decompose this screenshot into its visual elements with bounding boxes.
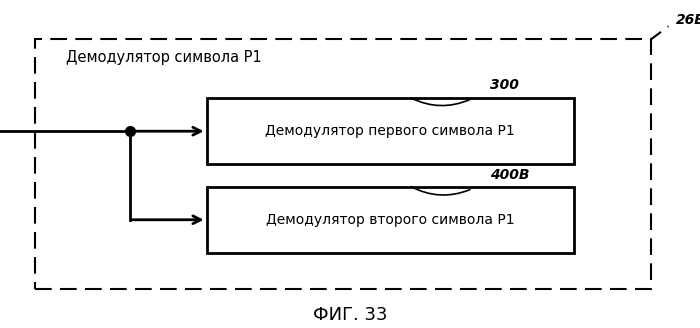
Text: Демодулятор символа P1: Демодулятор символа P1 bbox=[66, 50, 262, 65]
Bar bbox=[206, 187, 574, 253]
Text: Демодулятор второго символа P1: Демодулятор второго символа P1 bbox=[265, 213, 514, 227]
Text: 26В: 26В bbox=[676, 13, 700, 27]
Text: Демодулятор первого символа P1: Демодулятор первого символа P1 bbox=[265, 124, 514, 138]
Text: 400В: 400В bbox=[490, 169, 529, 182]
Text: 300: 300 bbox=[490, 78, 519, 92]
Text: ФИГ. 33: ФИГ. 33 bbox=[313, 306, 387, 324]
Bar bbox=[206, 98, 574, 164]
Bar bbox=[35, 39, 651, 289]
